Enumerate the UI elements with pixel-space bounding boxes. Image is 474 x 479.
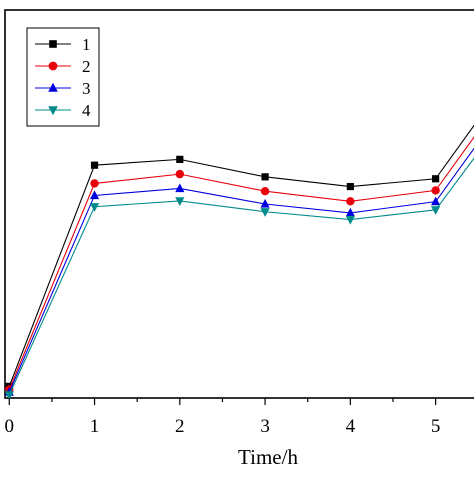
x-tick-label: 1 — [90, 416, 100, 437]
data-point-2-5 — [431, 186, 440, 195]
x-tick-label: 3 — [260, 416, 270, 437]
plot-frame — [4, 9, 474, 399]
data-point-3-1 — [89, 190, 100, 200]
x-axis-label: Time/h — [238, 445, 298, 469]
data-point-2-2 — [175, 169, 185, 179]
data-point-4-3 — [260, 208, 270, 217]
legend-item-2: 2 — [35, 57, 91, 76]
plot-area-border — [4, 9, 474, 399]
data-point-1-5 — [432, 175, 440, 183]
x-tick-label: 2 — [175, 416, 185, 437]
data-point-3-3 — [260, 198, 270, 208]
data-point-3-5 — [431, 196, 441, 206]
data-point-2-4 — [346, 197, 355, 206]
data-point-1-2 — [176, 155, 184, 163]
legend-item-4: 4 — [35, 101, 91, 120]
data-point-4-1 — [89, 203, 100, 212]
x-axis: 0 1 2 3 4 5 Time/h — [5, 398, 441, 469]
data-point-4-2 — [175, 197, 185, 206]
x-tick-label: 5 — [431, 416, 441, 437]
x-tick-label: 4 — [346, 416, 356, 437]
legend-item-1: 1 — [35, 35, 91, 54]
data-point-1-1 — [90, 161, 99, 169]
x-tick-label: 0 — [5, 416, 15, 437]
legend-label: 1 — [82, 35, 91, 54]
legend-marker — [48, 61, 58, 71]
data-point-2-1 — [90, 179, 99, 188]
data-point-3-4 — [345, 207, 355, 217]
legend-marker — [48, 106, 58, 116]
legend-label: 4 — [82, 101, 91, 120]
legend: 1 2 3 4 — [26, 27, 100, 127]
data-point-1-4 — [346, 182, 354, 191]
series-line-3 — [8, 147, 474, 393]
series-layer — [4, 124, 474, 400]
legend-marker — [48, 82, 58, 92]
data-point-2-3 — [260, 186, 270, 196]
data-point-1-3 — [261, 173, 269, 181]
series-4 — [4, 157, 474, 400]
data-point-4-4 — [345, 215, 355, 225]
series-line-4 — [8, 157, 474, 396]
legend-item-3: 3 — [35, 79, 91, 98]
data-point-3-2 — [175, 183, 185, 193]
data-point-4-5 — [431, 206, 441, 215]
legend-label: 2 — [82, 57, 91, 76]
legend-label: 3 — [82, 79, 91, 98]
data-point-4-0 — [4, 391, 14, 400]
legend-marker — [49, 40, 57, 48]
